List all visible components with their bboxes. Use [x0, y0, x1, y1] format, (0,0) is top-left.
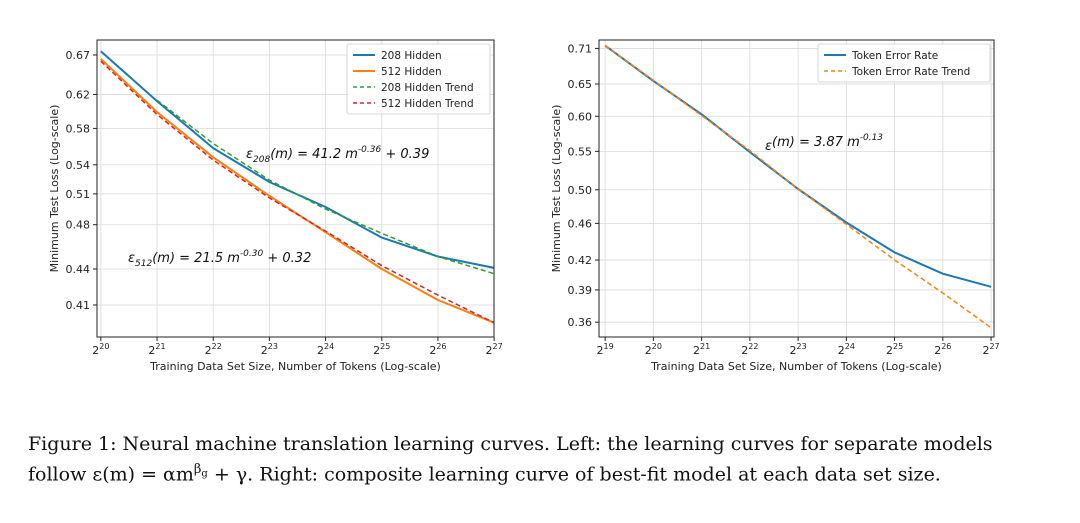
right-y-axis-label: Minimum Test Loss (Log-scale) [550, 105, 563, 273]
right-x-tick-label: 226 [934, 342, 951, 357]
left-x-tick-label: 227 [486, 342, 503, 357]
right-y-tick-label: 0.71 [568, 42, 593, 55]
left-y-axis-label: Minimum Test Loss (Log-scale) [48, 105, 61, 273]
right-legend: Token Error Rate Token Error Rate Trend [817, 43, 991, 83]
right-y-tick-label: 0.65 [568, 78, 593, 91]
left-y-tick-label: 0.54 [66, 159, 91, 172]
right-legend-label: Token Error Rate Trend [851, 66, 970, 78]
left-x-tick-label: 222 [205, 342, 222, 357]
right-x-axis-label: Training Data Set Size, Number of Tokens… [650, 360, 942, 373]
right-x-tick-label: 225 [886, 342, 903, 357]
right-legend-label: Token Error Rate [851, 50, 938, 62]
left-series-208-hidden-trend [156, 99, 495, 275]
right-chart: 219 220 221 222 223 224 225 226 227 0.71 0.65 0.60… [550, 39, 1000, 373]
left-x-tick-label: 221 [148, 342, 165, 357]
right-y-tick-label: 0.60 [568, 110, 593, 123]
left-legend-label: 512 Hidden Trend [381, 98, 474, 110]
right-y-tick-label: 0.55 [568, 145, 593, 158]
left-legend-label: 208 Hidden Trend [381, 82, 474, 94]
left-legend-label: 512 Hidden [381, 66, 442, 78]
right-plot-frame [598, 39, 995, 338]
left-x-tick-label: 223 [261, 342, 278, 357]
left-x-axis-label: Training Data Set Size, Number of Tokens… [149, 360, 441, 373]
left-x-tick-label: 220 [92, 342, 109, 357]
left-legend-label: 208 Hidden [381, 50, 442, 62]
left-x-tick-label: 225 [373, 342, 390, 357]
right-y-tick-label: 0.36 [568, 316, 593, 329]
right-y-tick-label: 0.46 [568, 217, 593, 230]
left-series [100, 50, 495, 324]
left-y-tick-label: 0.58 [66, 122, 91, 135]
right-series [604, 44, 992, 329]
right-y-ticks: 0.71 0.65 0.60 0.55 0.50 0.46 0.42 0.39 0.36 [568, 42, 599, 329]
annotation-equation-composite: ε(m) = 3.87 m-0.13 [765, 133, 883, 154]
annotation-equation-512: ε512(m) = 21.5 m-0.30 + 0.32 [128, 249, 311, 269]
right-x-tick-label: 227 [982, 342, 999, 357]
left-y-ticks: 0.67 0.62 0.58 0.54 0.51 0.48 0.44 0.41 [66, 49, 97, 312]
figure-caption: Figure 1: Neural machine translation lea… [28, 432, 1068, 487]
left-y-tick-label: 0.62 [66, 88, 91, 101]
left-chart: 220 221 222 223 224 225 226 227 0.67 0.62 0.58 0.5… [48, 39, 503, 373]
left-y-tick-label: 0.51 [66, 188, 91, 201]
left-legend: 208 Hidden 512 Hidden 208 Hidden Trend 512 … [346, 43, 491, 115]
right-x-tick-label: 220 [645, 342, 662, 357]
left-y-tick-label: 0.67 [66, 49, 91, 62]
right-y-tick-label: 0.42 [568, 254, 593, 267]
right-y-tick-label: 0.50 [568, 184, 593, 197]
left-y-tick-label: 0.48 [66, 219, 91, 232]
left-series-512-hidden-trend [100, 60, 495, 324]
left-y-tick-label: 0.41 [66, 299, 91, 312]
left-plot-frame [96, 39, 495, 338]
figure-canvas: 220 221 222 223 224 225 226 227 0.67 0.62 0.58 0.5… [48, 39, 1000, 373]
right-x-tick-label: 222 [741, 342, 758, 357]
left-x-ticks: 220 221 222 223 224 225 226 227 [92, 337, 503, 357]
left-x-tick-label: 224 [317, 342, 334, 357]
annotation-equation-208: ε208(m) = 41.2 m-0.36 + 0.39 [246, 145, 429, 165]
left-y-tick-label: 0.44 [66, 263, 91, 276]
right-x-tick-label: 219 [597, 342, 614, 357]
right-y-tick-label: 0.39 [568, 284, 593, 297]
left-x-tick-label: 226 [429, 342, 446, 357]
caption-line-1: Figure 1: Neural machine translation lea… [28, 433, 993, 455]
right-x-tick-label: 221 [693, 342, 710, 357]
right-grid [599, 40, 994, 337]
right-x-ticks: 219 220 221 222 223 224 225 226 227 [597, 337, 1000, 357]
caption-line-2: follow ε(m) = αmβg + γ. Right: composite… [28, 462, 941, 486]
right-series-token-error-rate-trend [604, 44, 992, 329]
right-x-tick-label: 224 [838, 342, 855, 357]
right-x-tick-label: 223 [790, 342, 807, 357]
